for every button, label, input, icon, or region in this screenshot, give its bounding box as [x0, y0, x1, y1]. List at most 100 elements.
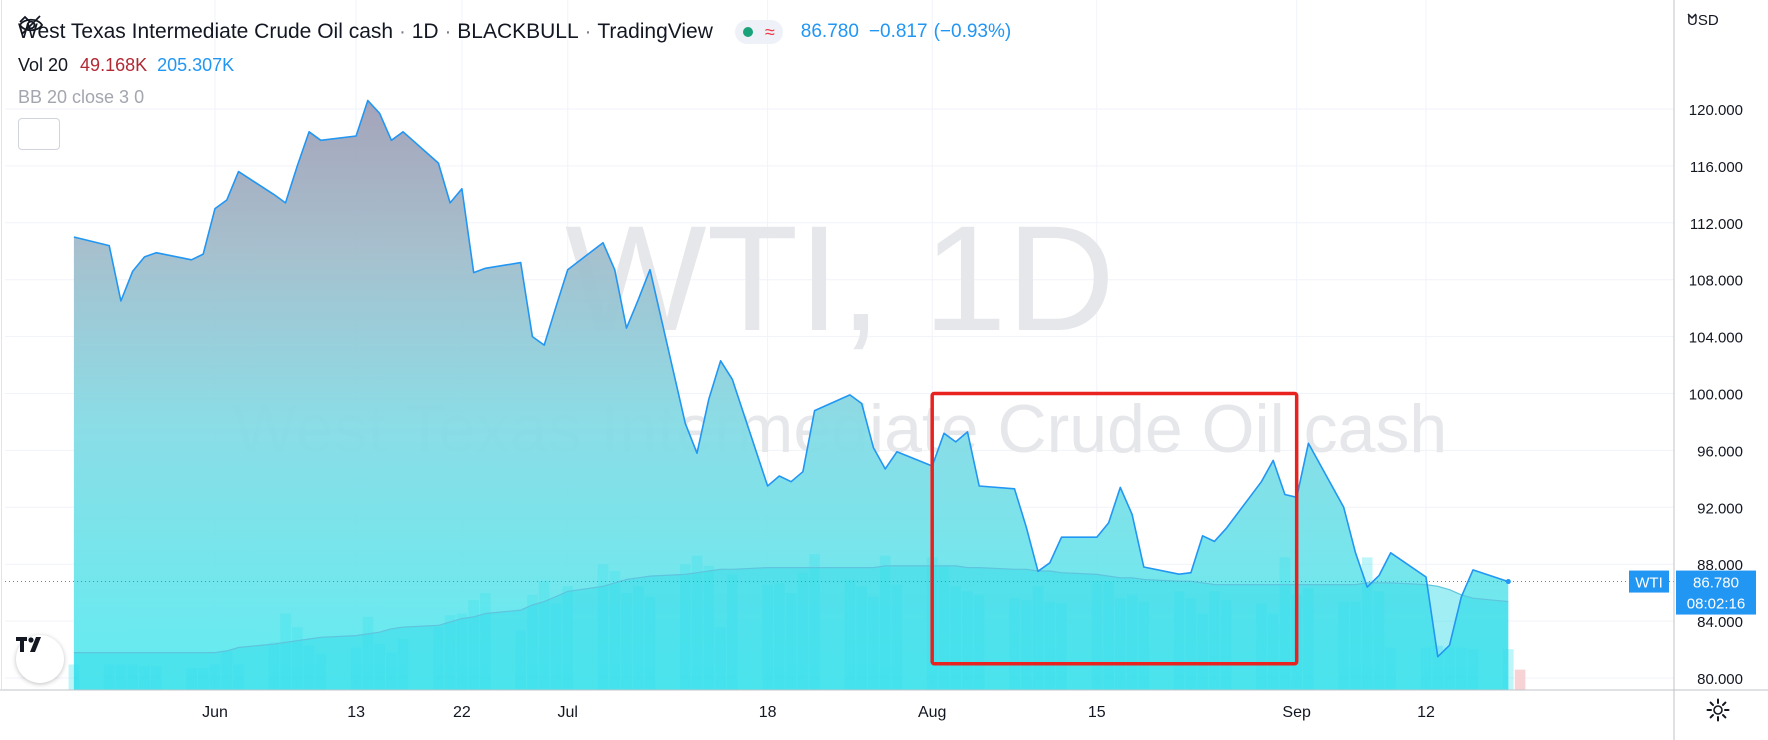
volume-bar	[527, 594, 538, 690]
price-change: −0.817	[868, 21, 928, 42]
volume-bar	[1432, 645, 1444, 690]
price-tick-label: 100.000	[1689, 387, 1743, 404]
annotation-rectangle[interactable]	[930, 391, 1299, 666]
collapse-legend-button[interactable]	[18, 15, 60, 150]
volume-bar	[150, 666, 162, 690]
volume-bar	[221, 650, 233, 690]
volume-bar	[280, 613, 291, 690]
symbol-row: West Texas Intermediate Crude Oil cash ·…	[18, 14, 1011, 50]
volume-bar	[1220, 599, 1232, 690]
volume-indicator-label: Vol 20	[18, 54, 69, 75]
price-tick-label: 88.000	[1697, 557, 1743, 574]
volume-bar	[1456, 647, 1467, 690]
volume-bar	[374, 644, 385, 690]
tradingview-logo-icon	[16, 637, 41, 652]
volume-bar	[198, 667, 209, 690]
price-tick-label: 116.000	[1690, 159, 1743, 176]
interval-label[interactable]: 1D	[411, 20, 439, 43]
volume-bar	[1138, 601, 1150, 690]
bar-countdown: 08:02:16	[1687, 596, 1745, 613]
volume-bar	[797, 572, 809, 690]
volume-bar	[891, 584, 903, 690]
volume-bar	[1361, 557, 1373, 690]
time-tick-label: Jun	[202, 704, 228, 721]
volume-bar	[1091, 581, 1103, 690]
bollinger-row[interactable]: BB 20 close 3 0	[18, 15, 1011, 114]
symbol-description[interactable]: West Texas Intermediate Crude Oil cash	[18, 20, 394, 43]
volume-bar	[315, 654, 327, 690]
chevron-down-icon	[1687, 13, 1697, 20]
volume-bar	[444, 615, 456, 690]
volume-bar	[785, 593, 797, 690]
currency-label: USD	[1687, 12, 1719, 29]
volume-bar	[538, 581, 550, 690]
volume-bar	[292, 627, 303, 690]
volume-bar	[644, 596, 656, 690]
volume-bar	[209, 664, 221, 690]
market-status-pill[interactable]: ≈	[734, 20, 783, 44]
volume-bar	[233, 664, 244, 690]
gear-icon	[1706, 698, 1730, 722]
time-tick-label: 12	[1417, 704, 1435, 721]
volume-bar	[468, 599, 479, 690]
volume-bar	[962, 591, 973, 690]
volume-bar	[397, 639, 409, 690]
volume-bar	[1044, 601, 1056, 690]
last-price-dot	[1505, 579, 1511, 585]
bollinger-indicator-label: BB 20 close 3 0	[18, 86, 145, 107]
symbol-tag-label: WTI	[1635, 575, 1663, 592]
volume-bar	[186, 667, 197, 690]
volume-bar	[633, 586, 644, 690]
volume-ma-value: 205.307K	[157, 54, 235, 75]
volume-bar	[774, 582, 785, 690]
volume-bar	[1467, 649, 1479, 690]
separator: ·	[399, 20, 406, 43]
volume-bar	[515, 630, 526, 690]
volume-ma-line	[73, 565, 1509, 654]
volume-bar	[621, 593, 632, 690]
chevron-up-icon	[19, 15, 31, 23]
volume-value: 49.168K	[80, 54, 148, 75]
volume-bar	[680, 564, 691, 690]
time-tick-label: Sep	[1282, 704, 1311, 721]
volume-bar	[480, 593, 491, 690]
volume-bar	[456, 613, 468, 690]
price-tick-label: 80.000	[1697, 671, 1743, 688]
volume-bar	[691, 555, 703, 690]
price-tag-value: 86.780	[1693, 575, 1739, 592]
volume-bar	[762, 584, 773, 690]
volume-bar	[938, 565, 950, 690]
volume-bar	[1256, 603, 1267, 690]
volume-bar	[350, 647, 362, 690]
volume-bar	[1503, 649, 1514, 690]
volume-ma-area	[73, 565, 1509, 690]
currency-selector[interactable]: USD	[1687, 12, 1719, 29]
volume-bar	[727, 574, 738, 690]
volume-bar	[1056, 603, 1067, 690]
volume-bar	[103, 664, 115, 690]
volume-bar	[1126, 594, 1138, 690]
volume-bar	[1103, 581, 1114, 690]
volume-bar	[115, 664, 127, 690]
market-open-dot-icon	[742, 27, 753, 37]
price-area-fill	[73, 100, 1509, 690]
volume-bar	[433, 627, 444, 690]
volume-bar	[1338, 601, 1349, 690]
volume-bar	[562, 586, 573, 690]
price-tag-background	[1676, 570, 1756, 615]
last-price: 86.780	[800, 21, 859, 42]
volume-bar	[127, 664, 138, 690]
volume-bar	[139, 666, 150, 690]
volume-bar	[1385, 647, 1396, 690]
price-tick-label: 92.000	[1697, 500, 1743, 517]
volume-bar	[1373, 591, 1385, 690]
price-tick-label: 84.000	[1697, 614, 1743, 631]
volume-bar	[703, 565, 715, 690]
volume-row[interactable]: Vol 20 49.168K 205.307K	[18, 50, 1011, 80]
tradingview-logo[interactable]	[16, 635, 64, 683]
volume-bar	[1032, 586, 1044, 690]
time-tick-label: 22	[453, 704, 471, 721]
volume-bar	[1115, 598, 1126, 690]
